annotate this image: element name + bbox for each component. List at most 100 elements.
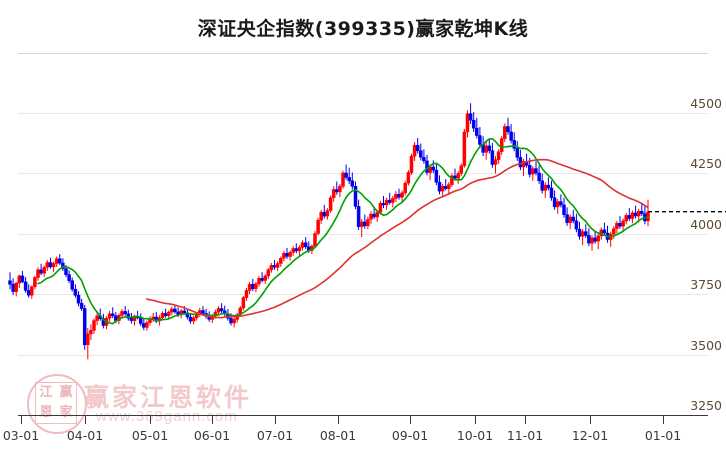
candlestick: [338, 183, 342, 198]
candlestick: [322, 204, 327, 219]
candlestick: [509, 124, 513, 144]
candlestick: [378, 200, 383, 215]
candlestick: [107, 310, 112, 322]
candlestick: [288, 250, 292, 261]
candlestick: [244, 287, 249, 301]
candlestick: [403, 180, 407, 196]
candlestick: [646, 199, 650, 227]
candlestick: [615, 220, 619, 234]
candlestick: [335, 181, 339, 195]
y-axis-tick-label: 3500: [690, 337, 722, 353]
y-axis-tick-label: 4500: [690, 95, 722, 111]
x-axis-tick-label: 04-01: [66, 428, 104, 443]
x-axis-tick: [663, 415, 664, 424]
candlestick: [493, 156, 498, 174]
candlestick: [434, 163, 439, 186]
candlestick: [602, 222, 607, 236]
y-axis-tick-label: 4000: [690, 216, 722, 232]
candlestick: [138, 313, 143, 326]
candlestick: [518, 150, 523, 171]
candlestick: [555, 199, 560, 214]
candlestick: [17, 274, 22, 288]
candlestick: [61, 258, 65, 271]
candlestick: [126, 309, 131, 321]
candlestick: [325, 208, 330, 220]
candlestick: [627, 208, 632, 221]
candlestick: [344, 164, 348, 180]
candlestick: [300, 240, 305, 251]
candlestick: [260, 272, 264, 283]
candlestick: [48, 257, 53, 269]
candlestick: [110, 307, 115, 319]
gridline: [18, 354, 708, 356]
x-axis-tick-label: 08-01: [319, 428, 357, 443]
x-axis-tick-label: 01-01: [644, 428, 682, 443]
candlestick: [148, 316, 152, 326]
x-axis-tick: [475, 415, 476, 424]
candlestick: [437, 175, 442, 195]
candlestick: [82, 304, 87, 350]
moving-average-line: [37, 138, 649, 325]
candlestick: [387, 192, 392, 205]
candlestick: [468, 103, 473, 125]
candlestick: [580, 229, 585, 246]
candlestick: [272, 260, 277, 270]
candlestick: [630, 210, 635, 224]
candlestick: [574, 213, 579, 233]
candlestick: [503, 123, 507, 142]
candlestick: [406, 170, 411, 186]
candlestick: [23, 277, 28, 293]
candlestick: [487, 138, 492, 154]
candlestick: [465, 110, 470, 138]
x-axis-tick: [338, 415, 339, 424]
y-axis-tick-label: 4250: [690, 156, 722, 171]
candlestick: [254, 281, 258, 293]
candlestick: [359, 219, 364, 238]
candlestick: [456, 171, 460, 184]
candlestick: [490, 142, 495, 168]
candlestick: [422, 149, 426, 164]
candlestick: [366, 216, 370, 230]
candlestick: [166, 310, 171, 320]
x-axis-tick: [150, 415, 151, 424]
candlestick: [559, 194, 563, 208]
candlestick: [552, 190, 557, 210]
candlestick: [191, 315, 196, 325]
candlestick: [381, 196, 386, 209]
candlestick: [198, 308, 202, 317]
candlestick: [222, 305, 227, 317]
gridline: [18, 233, 708, 235]
candlestick: [624, 212, 628, 225]
candlestick: [400, 190, 404, 202]
candlestick: [587, 228, 591, 247]
x-axis-tick-label: 05-01: [131, 428, 169, 443]
candlestick: [590, 235, 594, 251]
candlestick: [459, 163, 464, 176]
candlestick: [577, 221, 582, 240]
candlestick: [350, 172, 355, 190]
candlestick: [145, 320, 149, 331]
candlestick: [291, 246, 295, 256]
candlestick: [247, 281, 252, 294]
candlestick: [515, 141, 520, 161]
candlestick: [481, 136, 485, 157]
candlestick: [70, 277, 74, 292]
candlestick: [412, 142, 417, 161]
candlestick: [95, 312, 99, 325]
x-axis-tick: [275, 415, 276, 424]
candlestick: [26, 284, 31, 298]
candlestick: [14, 281, 18, 297]
candlestick: [571, 209, 576, 224]
x-axis-tick-label: 10-01: [456, 428, 494, 443]
candlestick: [45, 260, 50, 271]
candlestick: [484, 142, 488, 160]
candlestick: [347, 167, 351, 184]
candlestick: [356, 199, 361, 230]
x-axis-tick-label: 03-01: [2, 428, 40, 443]
candlestick: [319, 209, 323, 224]
candlestick: [142, 318, 146, 331]
candlestick: [154, 312, 159, 323]
candlestick: [353, 181, 358, 210]
candlestick: [269, 263, 274, 273]
